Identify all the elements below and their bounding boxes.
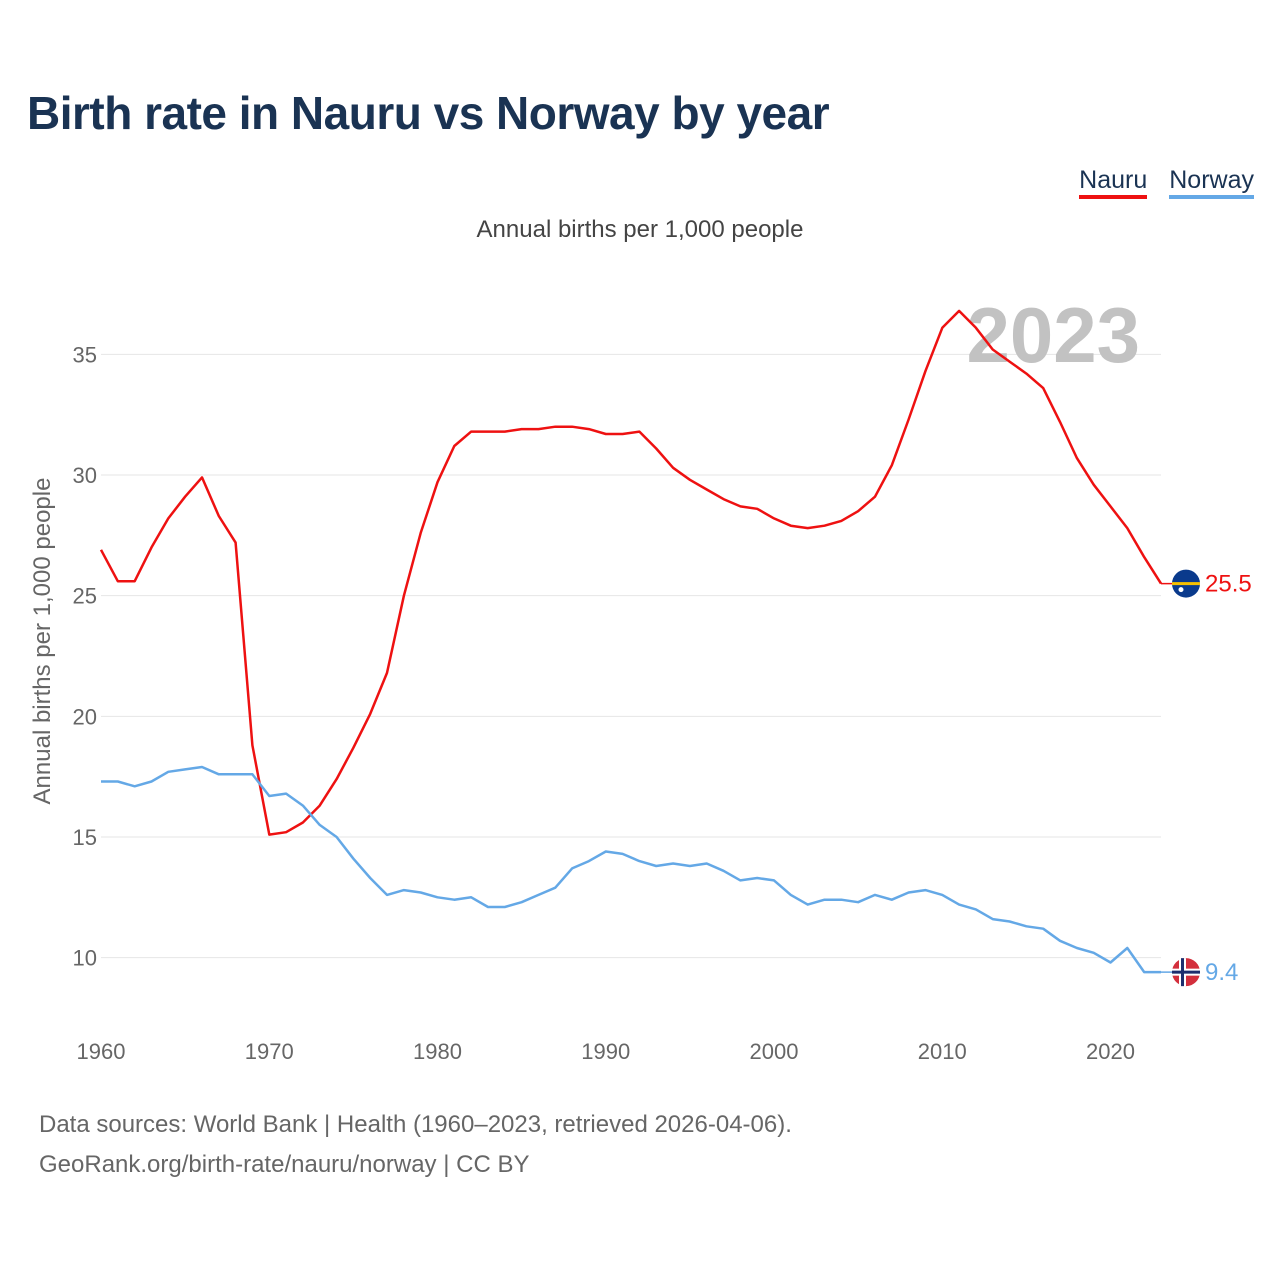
x-tick-label: 1970 — [245, 1039, 294, 1064]
x-axis-ticks: 1960 1970 1980 1990 2000 2010 2020 — [77, 1039, 1135, 1064]
chart-subtitle: Annual births per 1,000 people — [476, 216, 804, 243]
x-tick-label: 2010 — [918, 1039, 967, 1064]
y-tick-label: 25 — [73, 584, 97, 609]
nauru-flag-icon — [1172, 569, 1200, 598]
x-tick-label: 1960 — [77, 1039, 126, 1064]
y-tick-label: 30 — [73, 463, 97, 488]
x-tick-label: 1990 — [581, 1039, 630, 1064]
y-tick-label: 15 — [73, 825, 97, 850]
y-tick-label: 10 — [73, 946, 97, 971]
norway-flag-icon — [1172, 958, 1200, 987]
y-axis-ticks: 10 15 20 25 30 35 — [73, 342, 97, 970]
series-line-nauru[interactable] — [99, 309, 1163, 836]
y-tick-label: 20 — [73, 704, 97, 729]
end-markers: 25.5 9.4 — [1172, 569, 1252, 987]
chart-title: Birth rate in Nauru vs Norway by year — [27, 87, 830, 139]
legend-item-norway[interactable]: Norway — [1169, 165, 1254, 199]
x-tick-label: 2020 — [1086, 1039, 1135, 1064]
grid-lines — [101, 353, 1161, 959]
norway-end-value: 9.4 — [1205, 959, 1238, 986]
year-watermark: 2023 — [966, 291, 1140, 379]
legend: Nauru Norway — [1079, 165, 1254, 199]
y-axis-label: Annual births per 1,000 people — [29, 478, 56, 805]
series-lines — [99, 309, 1186, 974]
footer-attribution: GeoRank.org/birth-rate/nauru/norway | CC… — [39, 1151, 530, 1178]
x-tick-label: 1980 — [413, 1039, 462, 1064]
footer-sources: Data sources: World Bank | Health (1960–… — [39, 1111, 792, 1138]
nauru-end-value: 25.5 — [1205, 571, 1252, 598]
x-tick-label: 2000 — [750, 1039, 799, 1064]
y-tick-label: 35 — [73, 342, 97, 367]
legend-item-nauru[interactable]: Nauru — [1079, 165, 1148, 199]
footer: Data sources: World Bank | Health (1960–… — [39, 1105, 792, 1185]
series-line-norway[interactable] — [101, 765, 1161, 974]
